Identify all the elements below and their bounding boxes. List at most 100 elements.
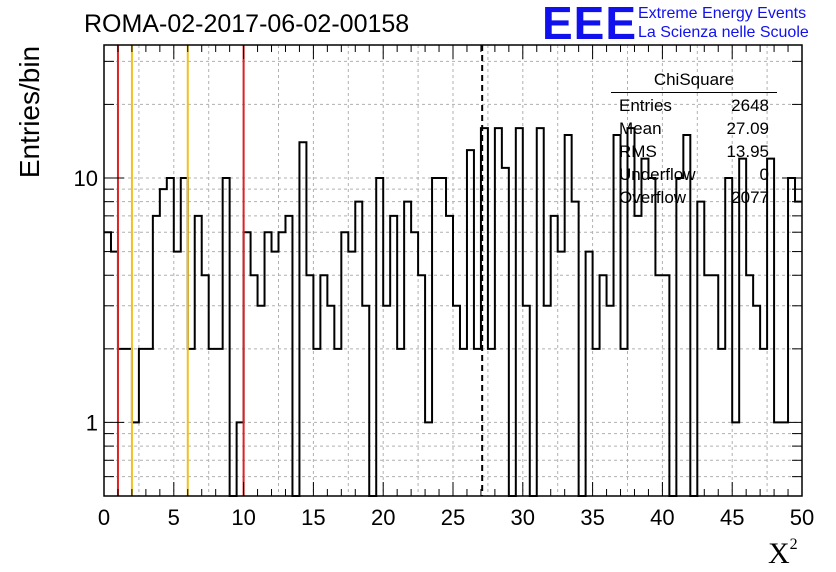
histogram-bin xyxy=(439,178,446,496)
histogram-bin xyxy=(411,232,418,496)
eee-logo-text: Extreme Energy Events La Scienza nelle S… xyxy=(638,4,809,42)
histogram-bin xyxy=(285,216,292,496)
histogram-bin xyxy=(272,252,279,496)
histogram-bin xyxy=(593,349,600,496)
y-axis-label: Entries/bin xyxy=(14,45,45,179)
histogram-bin xyxy=(746,275,753,496)
histogram-bin xyxy=(383,306,390,496)
histogram-bin xyxy=(558,252,565,496)
x-tick-label: 40 xyxy=(650,505,674,530)
histogram-bin xyxy=(586,252,593,496)
histogram-bin xyxy=(425,422,432,496)
x-tick-label: 50 xyxy=(790,505,814,530)
chart-title: ROMA-02-2017-06-02-00158 xyxy=(84,10,410,38)
histogram-bin xyxy=(460,349,467,496)
stats-row-entries: Entries 2648 xyxy=(611,94,777,117)
histogram-bin xyxy=(209,349,216,496)
y-tick-label: 1 xyxy=(86,410,98,435)
histogram-bin xyxy=(195,216,202,496)
histogram-bin xyxy=(760,349,767,496)
stats-value: 0 xyxy=(759,165,769,184)
histogram-bin xyxy=(446,216,453,496)
stats-value: 2077 xyxy=(731,188,769,207)
histogram-bin xyxy=(704,275,711,496)
histogram-bin xyxy=(495,128,502,496)
stats-value: 2648 xyxy=(731,96,769,115)
y-tick-label: 10 xyxy=(74,166,98,191)
stats-label: Underflow xyxy=(619,165,696,184)
histogram-bin xyxy=(299,142,306,496)
histogram-bin xyxy=(132,422,139,496)
histogram-bin xyxy=(753,306,760,496)
histogram-bin xyxy=(502,168,509,496)
histogram-bin xyxy=(139,349,146,496)
histogram-bin xyxy=(390,216,397,496)
stats-label: Mean xyxy=(619,119,662,138)
histogram-bin xyxy=(516,128,523,496)
histogram-bin xyxy=(202,275,209,496)
histogram-bin xyxy=(341,232,348,496)
x-tick-label: 30 xyxy=(511,505,535,530)
histogram-bin xyxy=(648,178,655,496)
x-tick-label: 10 xyxy=(231,505,255,530)
histogram-bin xyxy=(174,252,181,496)
stats-value: 27.09 xyxy=(726,119,769,138)
histogram-bin xyxy=(327,306,334,496)
histogram-bin xyxy=(404,202,411,496)
histogram-bin xyxy=(634,216,641,496)
histogram-bin xyxy=(237,422,244,496)
histogram-bin xyxy=(607,306,614,496)
histogram-bin xyxy=(104,232,111,496)
histogram-bin xyxy=(258,306,265,496)
histogram-bin xyxy=(244,232,251,496)
histogram-bin xyxy=(216,349,223,496)
x-tick-label: 35 xyxy=(580,505,604,530)
histogram-bin xyxy=(488,349,495,496)
histogram-bin xyxy=(376,178,383,496)
histogram-bin xyxy=(697,202,704,496)
stats-label: Entries xyxy=(619,96,672,115)
x-tick-label: 25 xyxy=(441,505,465,530)
histogram-bin xyxy=(181,178,188,496)
stats-row-underflow: Underflow 0 xyxy=(611,163,777,186)
stats-title: ChiSquare xyxy=(611,68,777,93)
histogram-bin xyxy=(711,275,718,496)
histogram-bin xyxy=(453,306,460,496)
histogram-bin xyxy=(544,306,551,496)
histogram-bin xyxy=(251,275,258,496)
histogram-bin xyxy=(537,128,544,496)
histogram-bin xyxy=(641,159,648,496)
histogram-bin xyxy=(432,178,439,496)
stats-row-rms: RMS 13.95 xyxy=(611,140,777,163)
stats-row-mean: Mean 27.09 xyxy=(611,117,777,140)
histogram-bin xyxy=(125,349,132,496)
histogram-bin xyxy=(621,349,628,496)
stats-label: RMS xyxy=(619,142,657,161)
stats-row-overflow: Overflow 2077 xyxy=(611,186,777,209)
histogram-bin xyxy=(279,232,286,496)
histogram-bin xyxy=(676,178,683,496)
histogram-bin xyxy=(781,422,788,496)
histogram-bin xyxy=(788,178,795,496)
histogram-bin xyxy=(146,349,153,496)
histogram-bin xyxy=(551,216,558,496)
histogram-series xyxy=(104,127,802,497)
x-axis-label: X2 xyxy=(768,536,798,570)
x-tick-label: 5 xyxy=(168,505,180,530)
x-tick-label: 0 xyxy=(98,505,110,530)
histogram-bin xyxy=(223,178,230,496)
histogram-bin xyxy=(655,275,662,496)
histogram-bin xyxy=(265,232,272,496)
histogram-bin xyxy=(774,422,781,496)
stats-box: ChiSquare Entries 2648 Mean 27.09 RMS 13.95… xyxy=(611,68,777,209)
histogram-bin xyxy=(397,349,404,496)
histogram-bin xyxy=(718,349,725,496)
x-tick-label: 45 xyxy=(720,505,744,530)
histogram-bin xyxy=(467,150,474,496)
histogram-bin xyxy=(362,306,369,496)
x-tick-label: 15 xyxy=(301,505,325,530)
histogram-bin xyxy=(600,275,607,496)
histogram-bin xyxy=(348,252,355,496)
histogram-bin xyxy=(334,349,341,496)
